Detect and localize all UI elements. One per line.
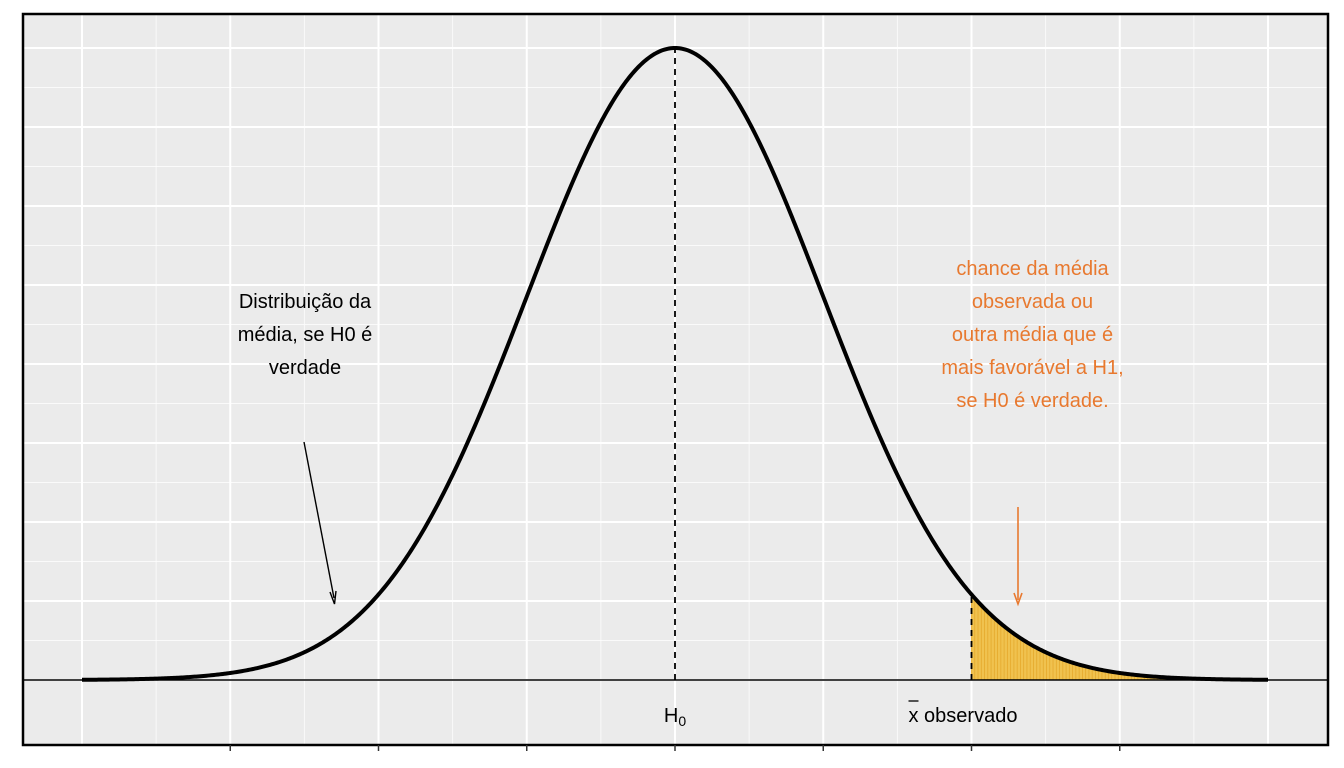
- distribution-annotation: Distribuição da média, se H0 é verdade: [180, 286, 430, 385]
- annotation-line: média, se H0 é: [237, 324, 373, 346]
- shaded-tail-area: [971, 594, 1268, 680]
- annotation-line: observada ou: [971, 291, 1094, 313]
- x-axis-ticks: [229, 745, 1121, 751]
- left-arrow-shaft: [303, 441, 335, 599]
- density-curve: [81, 45, 1269, 682]
- annotation-line: outra média que é: [951, 324, 1114, 346]
- annotation-line: Distribuição da: [238, 291, 372, 313]
- h0-label: H0: [664, 705, 686, 729]
- annotation-line: verdade: [268, 357, 342, 379]
- annotation-line: mais favorável a H1,: [941, 357, 1124, 379]
- right-arrow-head: [1013, 592, 1023, 607]
- annotation-arrows: [303, 441, 1023, 607]
- annotation-line: chance da média: [956, 258, 1109, 280]
- annotation-line: se H0 é verdade.: [956, 390, 1109, 412]
- p-value-annotation: chance da média observada ou outra média q…: [890, 253, 1175, 418]
- left-arrow-head: [329, 590, 337, 605]
- observed-label: x observado: [909, 705, 1018, 727]
- shaded-tail-fill: [971, 594, 1268, 680]
